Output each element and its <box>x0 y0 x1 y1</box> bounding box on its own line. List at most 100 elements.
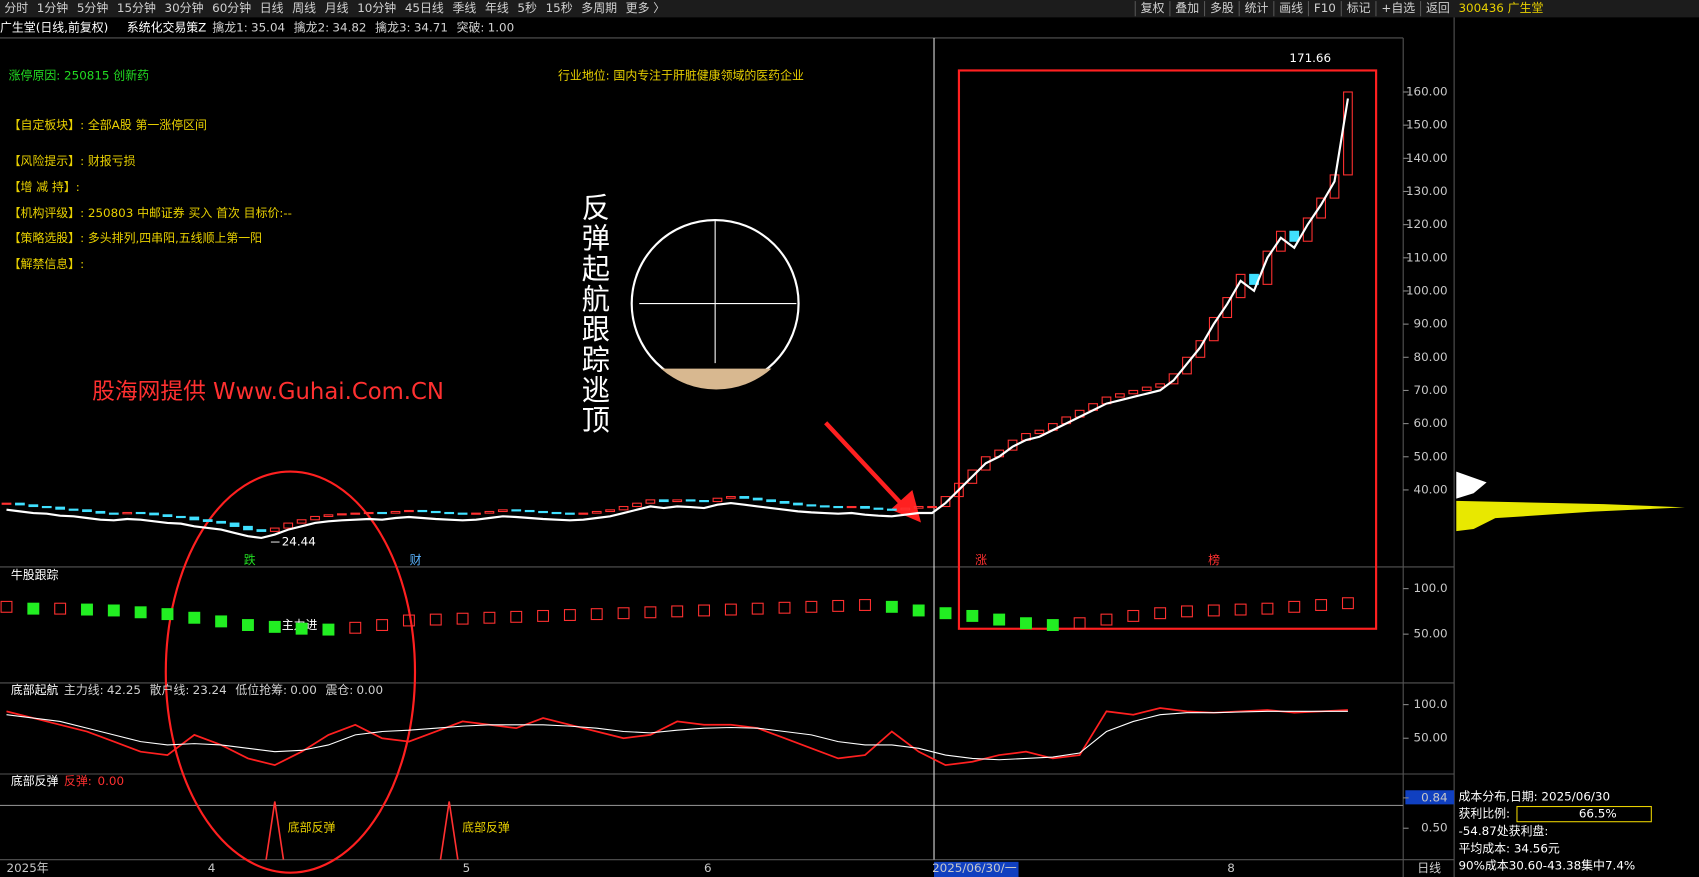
candle <box>1316 197 1326 219</box>
candle <box>471 512 481 515</box>
y-tick-label: 130.00 <box>1406 184 1448 198</box>
legend-value: 34.82 <box>332 21 366 35</box>
period-tab[interactable]: 多周期 <box>581 1 617 15</box>
y-tick-label: 140.00 <box>1406 151 1448 165</box>
info-line: 【自定板块】: 全部A股 第一涨停区间 <box>9 118 207 132</box>
period-tab[interactable]: 日线 <box>260 1 284 15</box>
candle <box>632 502 642 508</box>
candle <box>699 500 709 503</box>
candle <box>1115 393 1125 398</box>
bar <box>590 608 603 621</box>
legend-value: 42.25 <box>107 683 141 697</box>
bar <box>859 599 871 611</box>
scope-icon <box>630 218 800 390</box>
bar <box>832 599 845 612</box>
tool-button[interactable]: 统计 <box>1245 1 1269 15</box>
period-tab[interactable]: 月线 <box>325 1 349 15</box>
candle <box>68 508 79 511</box>
candle <box>269 527 280 532</box>
tool-button[interactable]: 画线 <box>1279 1 1303 15</box>
tool-button[interactable]: F10 <box>1314 1 1336 15</box>
bar <box>349 621 362 634</box>
bar <box>912 604 925 617</box>
y-tick-label: 110.00 <box>1406 250 1448 264</box>
candle <box>927 505 937 509</box>
candle <box>779 501 790 504</box>
candle <box>1222 297 1233 319</box>
legend-name: 震仓: <box>325 683 353 697</box>
bar <box>483 611 496 624</box>
period-tab[interactable]: 更多 〉 <box>626 1 666 15</box>
period-tab[interactable]: 10分钟 <box>357 1 396 15</box>
candle <box>202 519 213 522</box>
candle <box>860 505 870 509</box>
period-tab[interactable]: 30分钟 <box>165 1 204 15</box>
candle <box>618 505 629 511</box>
period-tab[interactable]: 45日线 <box>405 1 444 15</box>
info-line: 【风险提示】: 财报亏损 <box>9 154 136 168</box>
legend-name: 擒龙2: <box>294 21 329 35</box>
candle <box>565 512 575 515</box>
candle <box>444 511 455 515</box>
candle <box>766 499 776 503</box>
legend-name: 主力线: <box>64 683 104 697</box>
candle <box>1168 373 1179 385</box>
period-tab[interactable]: 1分钟 <box>37 1 68 15</box>
candle <box>980 456 991 471</box>
bar <box>161 608 174 621</box>
bar <box>1073 617 1086 630</box>
period-tab[interactable]: 5秒 <box>517 1 537 15</box>
legend-name: 突破: <box>457 21 485 35</box>
period-tab[interactable]: 15秒 <box>546 1 573 15</box>
legend-name: 擒龙3: <box>375 21 410 35</box>
candle <box>739 496 750 499</box>
period-tab[interactable]: 60分钟 <box>212 1 251 15</box>
legend-name: 反弹: <box>64 774 92 788</box>
bar <box>54 602 67 615</box>
period-tab[interactable]: 分时 <box>4 1 28 15</box>
tool-button[interactable]: 多股 <box>1210 1 1234 15</box>
period-tab[interactable]: 周线 <box>292 1 316 15</box>
y-tick-label: 70.00 <box>1414 383 1448 397</box>
candle <box>336 513 347 516</box>
panel-title: 牛股跟踪 <box>11 568 59 582</box>
stock-code: 300436 广生堂 <box>1458 1 1543 15</box>
mark: 涨 <box>975 553 987 567</box>
period-tab[interactable]: 季线 <box>452 1 476 15</box>
candle <box>484 510 495 514</box>
tool-button[interactable]: +自选 <box>1381 1 1415 15</box>
candle <box>605 509 616 513</box>
y-tick-label: 100.00 <box>1406 283 1448 297</box>
tool-button[interactable]: 叠加 <box>1175 1 1199 15</box>
candle <box>725 496 736 499</box>
period: 日线 <box>1417 861 1441 875</box>
date-box <box>934 861 1019 877</box>
legend-value: 1.00 <box>488 21 515 35</box>
bar <box>805 600 818 613</box>
series-line <box>6 707 1348 767</box>
candle <box>551 511 562 515</box>
tool-button[interactable]: 标记 <box>1347 1 1371 15</box>
bar <box>1341 597 1354 610</box>
mark: 榜 <box>1208 553 1220 567</box>
y-tick-label: 120.00 <box>1406 217 1448 231</box>
y-tick-label: 40.00 <box>1414 482 1448 496</box>
tool-button[interactable]: 复权 <box>1141 1 1165 15</box>
info-lines: 【自定板块】: 全部A股 第一涨停区间【风险提示】: 财报亏损【增 减 持】: 【… <box>9 118 292 271</box>
candle <box>658 499 669 503</box>
period-tab[interactable]: 年线 <box>485 1 509 15</box>
candle <box>243 525 253 531</box>
period-tab[interactable]: 15分钟 <box>117 1 156 15</box>
tool-button[interactable]: 返回 <box>1426 1 1450 15</box>
y-tick-label: 50.00 <box>1414 627 1448 641</box>
bar <box>1154 607 1167 620</box>
period-tab[interactable]: 5分钟 <box>77 1 108 15</box>
bar <box>1100 613 1113 626</box>
candle <box>1343 91 1353 176</box>
spike-label: 底部反弹 <box>462 821 510 835</box>
mark: 财 <box>410 553 422 567</box>
bar <box>81 603 93 616</box>
candle <box>793 502 803 506</box>
ratio-value: 66.5% <box>1579 807 1617 821</box>
bar <box>644 606 657 619</box>
